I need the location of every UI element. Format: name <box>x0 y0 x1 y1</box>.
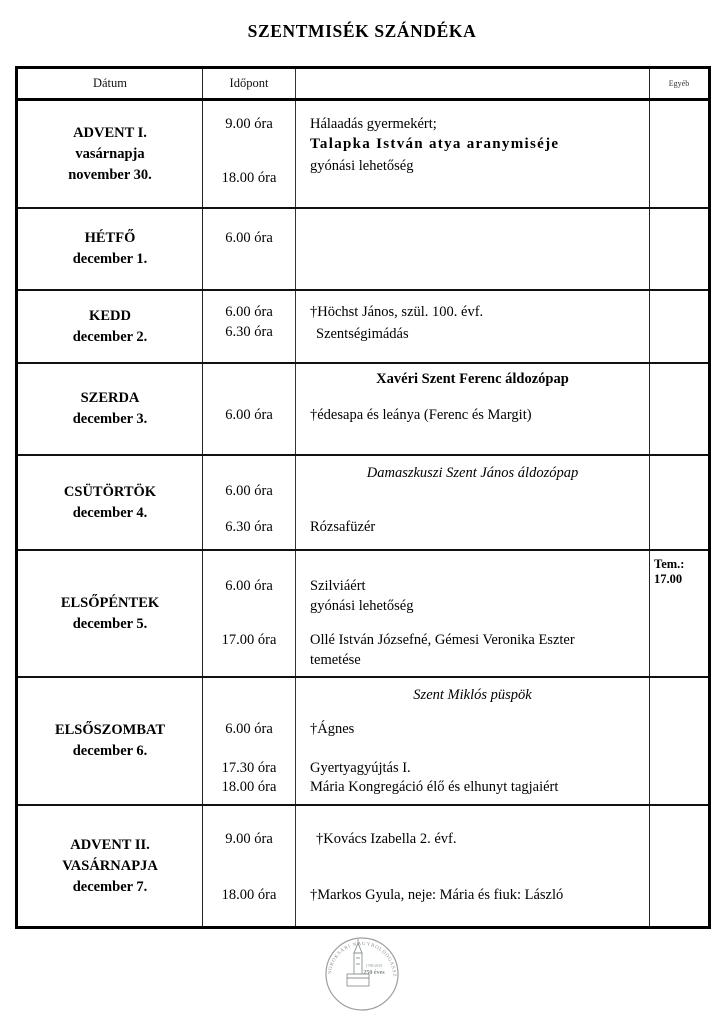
time-cell: 9.00 óra 18.00 óra <box>203 101 296 207</box>
time-cell: 6.00 óra 17.00 óra <box>203 551 296 676</box>
time-entry: 6.00 óra <box>225 407 273 423</box>
intention-line: †édesapa és leánya (Ferenc és Margit) <box>310 407 532 423</box>
header-other: Egyéb <box>668 79 690 88</box>
other-cell <box>650 209 708 289</box>
table-row: SZERDA december 3. 6.00 óra Xavéri Szent… <box>18 364 708 456</box>
intention-cell: Hálaadás gyermekért; Talapka István atya… <box>296 101 650 207</box>
intention-line: Hálaadás gyermekért; <box>310 116 437 132</box>
other-cell <box>650 678 708 804</box>
table-row: CSÜTÖRTÖK december 4. 6.00 óra 6.30 óra … <box>18 456 708 551</box>
header-time: Időpont <box>203 69 296 98</box>
other-cell <box>650 101 708 207</box>
time-entry: 9.00 óra <box>225 831 273 847</box>
header-intention <box>296 69 650 98</box>
intention-cell: Szent Miklós püspök †Ágnes Gyertyagyújtá… <box>296 678 650 804</box>
header-date: Dátum <box>18 69 203 98</box>
time-cell: 6.00 óra 6.30 óra <box>203 456 296 549</box>
intention-line: †Kovács Izabella 2. évf. <box>316 831 457 847</box>
intention-line: †Höchst János, szül. 100. évf. <box>310 304 484 320</box>
intention-line: Gyertyagyújtás I. <box>310 760 411 776</box>
intention-line: temetése <box>310 652 361 668</box>
time-cell: 6.00 óra <box>203 364 296 454</box>
intention-line: Rózsafüzér <box>310 519 376 535</box>
intention-line: Mária Kongregáció élő és elhunyt tagjaié… <box>310 779 559 795</box>
time-cell: 6.00 óra 17.30 óra 18.00 óra <box>203 678 296 804</box>
time-cell: 9.00 óra 18.00 óra <box>203 806 296 926</box>
time-entry: 6.00 óra <box>225 230 273 246</box>
time-entry: 9.00 óra <box>225 116 273 132</box>
table-row: KEDD december 2. 6.00 óra 6.30 óra †Höch… <box>18 291 708 364</box>
intention-cell: Szilviáért gyónási lehetőség Ollé István… <box>296 551 650 676</box>
seal-ring-text: SOROKSÁRI NAGYBOLDOGASSZONY TEMPLOM <box>324 936 396 977</box>
table-header-row: Dátum Időpont Egyéb <box>18 69 708 101</box>
feast-heading: Xavéri Szent Ferenc áldozópap <box>376 371 569 387</box>
time-cell: 6.00 óra <box>203 209 296 289</box>
intention-cell: Damaszkuszi Szent János áldozópap Rózsaf… <box>296 456 650 549</box>
seal-years: 1769-2019 <box>366 964 383 968</box>
date-cell: CSÜTÖRTÖK december 4. <box>18 456 203 549</box>
intention-cell <box>296 209 650 289</box>
other-cell: Tem.: 17.00 <box>650 551 708 676</box>
seal-ring <box>325 937 399 1011</box>
page-title: SZENTMISÉK SZÁNDÉKA <box>247 21 477 41</box>
time-entry: 18.00 óra <box>221 170 277 186</box>
time-entry: 17.30 óra <box>221 760 277 776</box>
table-row: ELSŐPÉNTEK december 5. 6.00 óra 17.00 ór… <box>18 551 708 678</box>
church-seal: SOROKSÁRI NAGYBOLDOGASSZONY TEMPLOM 1769… <box>324 936 399 1011</box>
time-entry: 6.00 óra <box>225 721 273 737</box>
time-entry: 18.00 óra <box>221 779 277 795</box>
intention-cell: †Kovács Izabella 2. évf. †Markos Gyula, … <box>296 806 650 926</box>
time-entry: 6.00 óra <box>225 483 273 499</box>
date-cell: ADVENT II. VASÁRNAPJA december 7. <box>18 806 203 926</box>
time-cell: 6.00 óra 6.30 óra <box>203 291 296 362</box>
seal-label: 250 éves <box>363 970 385 976</box>
intention-line: Szentségimádás <box>316 326 409 342</box>
other-cell <box>650 364 708 454</box>
intention-line: Ollé István Józsefné, Gémesi Veronika Es… <box>310 632 575 648</box>
intention-cell: †Höchst János, szül. 100. évf. Szentségi… <box>296 291 650 362</box>
other-cell <box>650 806 708 926</box>
date-cell: ELSŐSZOMBAT december 6. <box>18 678 203 804</box>
intention-line: Talapka István atya aranymiséje <box>310 136 560 152</box>
other-cell <box>650 291 708 362</box>
date-cell: HÉTFŐ december 1. <box>18 209 203 289</box>
table-row: ADVENT II. VASÁRNAPJA december 7. 9.00 ó… <box>18 806 708 926</box>
time-entry: 18.00 óra <box>221 887 277 903</box>
intention-cell: Xavéri Szent Ferenc áldozópap †édesapa é… <box>296 364 650 454</box>
date-cell: ELSŐPÉNTEK december 5. <box>18 551 203 676</box>
date-cell: ADVENT I. vasárnapja november 30. <box>18 101 203 207</box>
other-note: 17.00 <box>654 572 683 586</box>
intention-line: Szilviáért <box>310 578 366 594</box>
intention-line: gyónási lehetőség <box>310 158 414 174</box>
time-entry: 6.00 óra <box>225 578 273 594</box>
table-row: ELSŐSZOMBAT december 6. 6.00 óra 17.30 ó… <box>18 678 708 806</box>
church-tower-icon <box>346 939 370 987</box>
mass-schedule-table: Dátum Időpont Egyéb ADVENT I. vasárnapja… <box>15 66 711 929</box>
date-cell: SZERDA december 3. <box>18 364 203 454</box>
intention-line: †Markos Gyula, neje: Mária és fiuk: Lász… <box>310 887 564 903</box>
time-entry: 6.30 óra <box>225 324 273 340</box>
time-entry: 17.00 óra <box>221 632 277 648</box>
table-row: ADVENT I. vasárnapja november 30. 9.00 ó… <box>18 101 708 209</box>
intention-line: †Ágnes <box>310 721 355 737</box>
other-cell <box>650 456 708 549</box>
time-entry: 6.30 óra <box>225 519 273 535</box>
intention-line: gyónási lehetőség <box>310 598 414 614</box>
feast-heading: Damaszkuszi Szent János áldozópap <box>366 465 579 481</box>
feast-heading: Szent Miklós püspök <box>413 687 532 703</box>
other-note: Tem.: <box>654 557 685 571</box>
time-entry: 6.00 óra <box>225 304 273 320</box>
table-row: HÉTFŐ december 1. 6.00 óra <box>18 209 708 291</box>
date-cell: KEDD december 2. <box>18 291 203 362</box>
